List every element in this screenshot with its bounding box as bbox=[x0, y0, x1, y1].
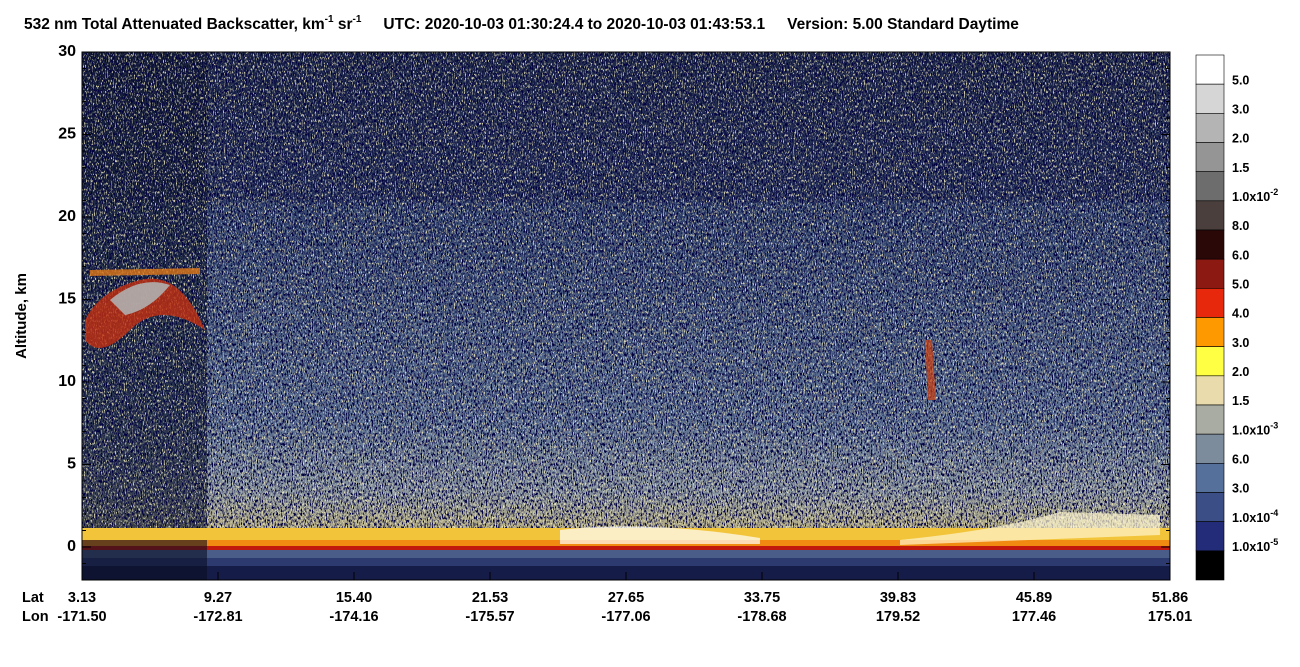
lat-row-label: Lat bbox=[22, 590, 44, 606]
colorbar-swatch bbox=[1195, 142, 1225, 172]
colorbar-label-base: 1.5 bbox=[1232, 161, 1249, 175]
chart-title: 532 nm Total Attenuated Backscatter, km-… bbox=[24, 14, 1019, 33]
colorbar-label-exp: -3 bbox=[1270, 421, 1278, 431]
lat-tick-label: 39.83 bbox=[880, 590, 916, 606]
colorbar-label: 3.0 bbox=[1232, 482, 1249, 496]
colorbar-label-base: 5.0 bbox=[1232, 74, 1249, 88]
lon-row-label: Lon bbox=[22, 609, 49, 625]
lat-tick-label: 45.89 bbox=[1016, 590, 1052, 606]
colorbar-swatch bbox=[1195, 317, 1225, 347]
title-utc: UTC: 2020-10-03 01:30:24.4 to 2020-10-03… bbox=[383, 16, 765, 33]
lon-tick-label: -178.68 bbox=[737, 609, 786, 625]
lon-tick-label: -172.81 bbox=[193, 609, 242, 625]
title-sup: -1 bbox=[353, 14, 362, 25]
lon-tick-label: -171.50 bbox=[57, 609, 106, 625]
colorbar-label-base: 1.0x10 bbox=[1232, 511, 1270, 525]
y-tick-label: 25 bbox=[58, 126, 76, 143]
lat-tick-label: 3.13 bbox=[68, 590, 96, 606]
title-version: Version: 5.00 Standard Daytime bbox=[787, 16, 1019, 33]
colorbar-swatch bbox=[1195, 229, 1225, 260]
lat-tick-label: 9.27 bbox=[204, 590, 232, 606]
y-tick-label: 5 bbox=[67, 456, 76, 473]
lat-tick-label: 15.40 bbox=[336, 590, 372, 606]
backscatter-field bbox=[82, 52, 1170, 580]
colorbar-label: 5.0 bbox=[1232, 74, 1249, 88]
colorbar-swatch bbox=[1195, 288, 1225, 318]
colorbar-swatch bbox=[1195, 258, 1225, 289]
colorbar-label-base: 4.0 bbox=[1232, 307, 1249, 321]
colorbar-swatch bbox=[1195, 200, 1225, 231]
title-text: sr bbox=[334, 16, 353, 33]
colorbar-label-base: 6.0 bbox=[1232, 249, 1249, 263]
colorbar-swatch bbox=[1195, 433, 1225, 464]
colorbar-label-base: 5.0 bbox=[1232, 278, 1249, 292]
lon-tick-label: -177.06 bbox=[601, 609, 650, 625]
colorbar-label-base: 3.0 bbox=[1232, 482, 1249, 496]
colorbar-label: 1.0x10-2 bbox=[1232, 187, 1278, 204]
colorbar-label: 1.0x10-4 bbox=[1232, 508, 1278, 525]
colorbar-label-base: 1.0x10 bbox=[1232, 190, 1270, 204]
colorbar-label: 4.0 bbox=[1232, 307, 1249, 321]
lat-tick-label: 33.75 bbox=[744, 590, 780, 606]
colorbar-label-base: 3.0 bbox=[1232, 103, 1249, 117]
y-tick-label: 10 bbox=[58, 373, 76, 390]
colorbar-label-base: 3.0 bbox=[1232, 336, 1249, 350]
colorbar-swatch bbox=[1195, 463, 1225, 493]
colorbar-label-base: 1.0x10 bbox=[1232, 540, 1270, 554]
colorbar-label-exp: -5 bbox=[1270, 537, 1278, 547]
colorbar-swatch bbox=[1195, 404, 1225, 435]
colorbar-label: 8.0 bbox=[1232, 219, 1249, 233]
y-axis-label: Altitude, km bbox=[13, 273, 30, 359]
colorbar-label-base: 1.0x10 bbox=[1232, 424, 1270, 438]
lon-tick-label: -174.16 bbox=[329, 609, 378, 625]
colorbar-swatch bbox=[1195, 550, 1225, 581]
colorbar-label-base: 2.0 bbox=[1232, 132, 1249, 146]
colorbar-label-base: 8.0 bbox=[1232, 219, 1249, 233]
colorbar-label: 1.0x10-5 bbox=[1232, 537, 1278, 554]
lat-tick-label: 21.53 bbox=[472, 590, 508, 606]
colorbar-label-base: 2.0 bbox=[1232, 365, 1249, 379]
title-sup: -1 bbox=[325, 14, 334, 25]
colorbar-swatch bbox=[1195, 375, 1225, 406]
colorbar-label: 2.0 bbox=[1232, 132, 1249, 146]
lon-tick-label: -175.57 bbox=[465, 609, 514, 625]
colorbar-label-base: 6.0 bbox=[1232, 453, 1249, 467]
colorbar-label: 1.5 bbox=[1232, 394, 1249, 408]
colorbar-swatch bbox=[1195, 521, 1225, 552]
colorbar-label: 1.0x10-3 bbox=[1232, 421, 1278, 438]
colorbar-swatch bbox=[1195, 492, 1225, 522]
colorbar-label-base: 1.5 bbox=[1232, 394, 1249, 408]
colorbar-swatch bbox=[1195, 171, 1225, 202]
colorbar-label: 1.5 bbox=[1232, 161, 1249, 175]
lon-tick-label: 177.46 bbox=[1012, 609, 1056, 625]
y-tick-label: 30 bbox=[58, 43, 76, 60]
colorbar-label: 2.0 bbox=[1232, 365, 1249, 379]
title-text: 532 nm Total Attenuated Backscatter, km bbox=[24, 16, 325, 33]
colorbar-label: 3.0 bbox=[1232, 336, 1249, 350]
colorbar-label-exp: -2 bbox=[1270, 187, 1278, 197]
lon-tick-label: 175.01 bbox=[1148, 609, 1192, 625]
y-tick-label: 0 bbox=[67, 538, 76, 555]
colorbar-swatch bbox=[1195, 346, 1225, 377]
y-tick-label: 15 bbox=[58, 291, 76, 308]
y-tick-label: 20 bbox=[58, 208, 76, 225]
colorbar-label: 6.0 bbox=[1232, 453, 1249, 467]
lat-tick-label: 27.65 bbox=[608, 590, 644, 606]
colorbar-swatch bbox=[1195, 54, 1225, 85]
colorbar-label: 6.0 bbox=[1232, 249, 1249, 263]
lon-tick-label: 179.52 bbox=[876, 609, 920, 625]
lat-tick-label: 51.86 bbox=[1152, 590, 1188, 606]
colorbar-label: 3.0 bbox=[1232, 103, 1249, 117]
colorbar-label-exp: -4 bbox=[1270, 508, 1278, 518]
colorbar-swatch bbox=[1195, 83, 1225, 114]
colorbar-label: 5.0 bbox=[1232, 278, 1249, 292]
colorbar-swatch bbox=[1195, 113, 1225, 143]
